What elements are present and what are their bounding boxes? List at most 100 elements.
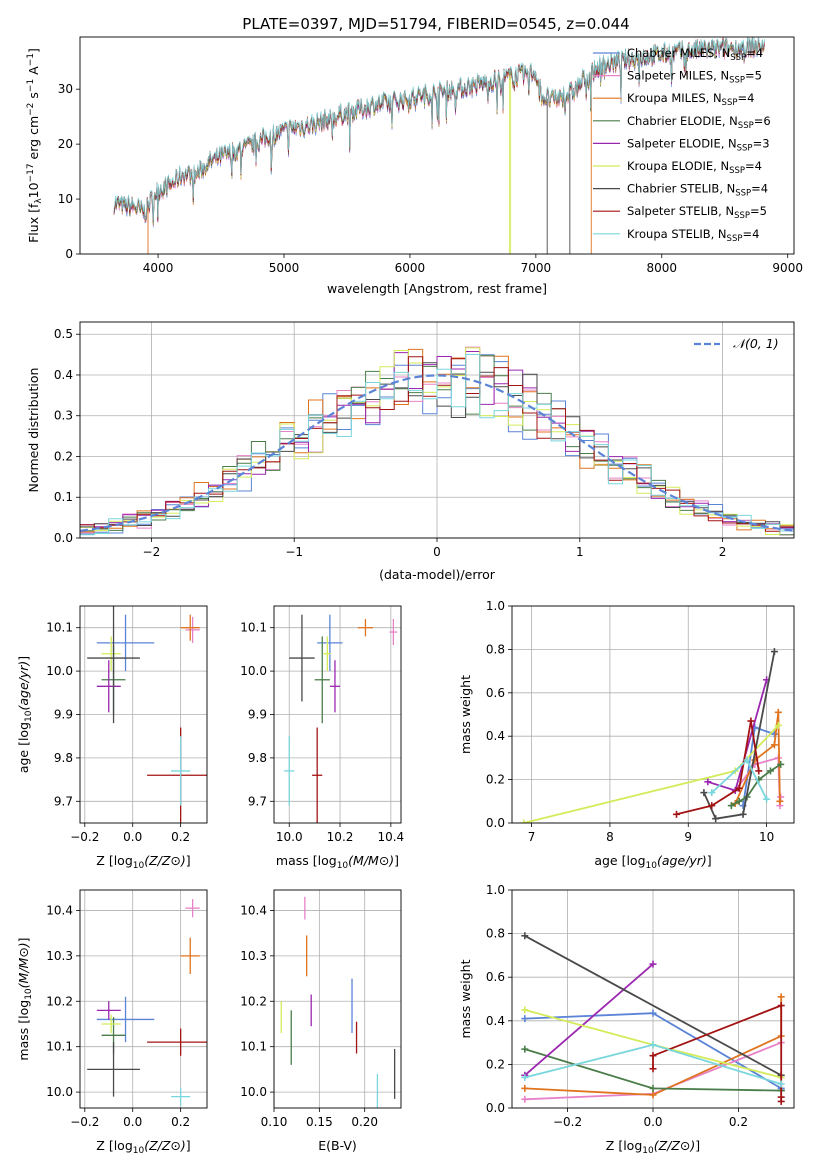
y-tick-label: 10.4 xyxy=(46,903,73,917)
weight-marker-chabrier-elodie xyxy=(767,767,774,775)
plot-area xyxy=(113,37,765,254)
x-tick-label: 9000 xyxy=(772,261,803,275)
y-tick-label: 1.0 xyxy=(486,599,505,613)
axes-frame xyxy=(79,889,208,1109)
x-axis-label: (data-model)/error xyxy=(379,567,496,582)
x-tick-label: 7 xyxy=(528,830,536,844)
x-tick-label: 0.20 xyxy=(351,1115,378,1129)
plot-area xyxy=(280,896,396,1108)
x-tick-label: 1 xyxy=(576,545,584,559)
weight-marker-salpeter-stelib xyxy=(735,784,743,792)
panel-spectrum: 4000 5000 6000 7000 8000 9000 0 10 20 30 wavelengt… xyxy=(26,36,803,296)
y-tick-label: 0.6 xyxy=(486,686,505,700)
axes-frame xyxy=(511,889,795,1109)
x-tick-label: 0.0 xyxy=(123,830,142,844)
x-tick-label: 0.0 xyxy=(123,1115,142,1129)
weight-marker-salpeter-stelib xyxy=(708,802,716,810)
x-tick-label: −1 xyxy=(285,545,303,559)
legend-label-kroupa-stelib: Kroupa STELIB, NSSP=4 xyxy=(627,227,759,244)
y-tick-label: 0.2 xyxy=(486,773,505,787)
weight-marker-kroupa-stelib xyxy=(521,1073,529,1081)
weight-marker-chabrier-elodie xyxy=(521,1045,529,1053)
legend: Chabrier MILES, NSSP=4 Salpeter MILES, NS… xyxy=(593,46,771,244)
x-tick-label: −2 xyxy=(143,545,161,559)
y-tick-label: 9.9 xyxy=(54,708,73,722)
y-tick-label: 0.4 xyxy=(54,368,73,382)
y-tick-label: 0.0 xyxy=(54,531,73,545)
weight-marker-salpeter-stelib xyxy=(755,767,763,775)
plot-area xyxy=(80,346,794,536)
y-axis-label: mass [log10(M/M⊙)] xyxy=(16,937,34,1060)
x-tick-label: 0 xyxy=(433,545,441,559)
weight-marker-kroupa-elodie xyxy=(521,1006,529,1014)
y-tick-label: 10.1 xyxy=(46,621,73,635)
panel-weight_vs_age: 7 8 9 10 0.0 0.2 0.4 0.6 0.8 1.0 age [log10(age/yr… xyxy=(458,599,795,871)
weight-marker-chabrier-miles xyxy=(649,1009,657,1017)
y-axis-label: age [log10(age/yr)] xyxy=(16,656,34,773)
weight-marker-chabrier-stelib xyxy=(521,932,529,940)
weight-line-salpeter-elodie xyxy=(524,963,654,1076)
weight-marker-salpeter-elodie xyxy=(704,778,712,786)
y-tick-label: 0.4 xyxy=(486,729,505,743)
weight-marker-kroupa-stelib xyxy=(743,756,751,764)
weight-marker-kroupa-stelib xyxy=(708,789,716,797)
axes-frame xyxy=(79,605,208,824)
weight-marker-chabrier-elodie xyxy=(727,802,735,810)
x-tick-label: 8000 xyxy=(647,261,678,275)
plot-area xyxy=(284,614,398,823)
panel-age_vs_Z: −0.2 0.0 0.2 9.7 9.8 9.9 10.0 10.1 Z [log10(Z/Z⊙… xyxy=(16,605,208,871)
legend-label-salpeter-stelib: Salpeter STELIB, NSSP=5 xyxy=(627,204,767,221)
panel-mass_vs_Z: −0.2 0.0 0.2 10.0 10.1 10.2 10.3 10.4 Z [log10(Z… xyxy=(16,889,208,1156)
weight-marker-kroupa-stelib xyxy=(649,1041,657,1049)
weight-marker-salpeter-elodie xyxy=(649,960,657,968)
weight-marker-chabrier-elodie xyxy=(777,760,785,768)
x-tick-label: 0.10 xyxy=(261,1115,288,1129)
weight-line-chabrier-stelib xyxy=(524,935,782,1077)
y-tick-label: 0 xyxy=(65,247,73,261)
x-tick-label: 4000 xyxy=(143,261,174,275)
plot-area xyxy=(521,932,785,1105)
y-tick-label: 0.6 xyxy=(486,970,505,984)
plot-area xyxy=(87,606,207,823)
y-tick-label: 9.9 xyxy=(248,708,267,722)
x-tick-label: −0.2 xyxy=(553,1115,582,1129)
y-tick-label: 0.8 xyxy=(486,642,505,656)
x-tick-label: 10.4 xyxy=(377,830,404,844)
x-tick-label: 0.15 xyxy=(306,1115,333,1129)
x-tick-label: 6000 xyxy=(395,261,426,275)
y-tick-label: 9.7 xyxy=(54,794,73,808)
y-tick-label: 0.4 xyxy=(486,1014,505,1028)
legend-label-kroupa-elodie: Kroupa ELODIE, NSSP=4 xyxy=(627,159,762,176)
y-tick-label: 0.3 xyxy=(54,409,73,423)
x-tick-label: 8 xyxy=(606,830,614,844)
x-tick-label: 2 xyxy=(719,545,727,559)
y-tick-label: 20 xyxy=(58,137,73,151)
y-tick-label: 1.0 xyxy=(486,883,505,897)
weight-marker-salpeter-miles xyxy=(521,1095,529,1103)
panel-residuals: −2 −1 0 1 2 0.0 0.1 0.2 0.3 0.4 0.5 𝒩(0, 1) (data-mo… xyxy=(26,321,795,582)
y-tick-label: 10.1 xyxy=(46,1040,73,1054)
legend-label-chabrier-elodie: Chabrier ELODIE, NSSP=6 xyxy=(627,114,771,131)
x-tick-label: 10.2 xyxy=(327,830,354,844)
y-tick-label: 0.8 xyxy=(486,927,505,941)
weight-marker-kroupa-miles xyxy=(774,708,782,716)
y-tick-label: 10.1 xyxy=(240,621,267,635)
y-axis-label: Flux [fλ10−17 erg cm−2 s−1 A−1] xyxy=(26,48,44,243)
y-tick-label: 9.8 xyxy=(54,751,73,765)
x-axis-label: Z [log10(Z/Z⊙)] xyxy=(606,1138,700,1156)
weight-marker-kroupa-miles xyxy=(770,741,778,749)
x-tick-label: 5000 xyxy=(269,261,300,275)
y-tick-label: 10.1 xyxy=(240,1040,267,1054)
weight-marker-salpeter-stelib xyxy=(649,1065,657,1073)
y-tick-label: 10.2 xyxy=(240,994,267,1008)
weight-marker-chabrier-stelib xyxy=(770,648,778,656)
y-axis-label: mass weight xyxy=(458,675,473,754)
y-tick-label: 9.7 xyxy=(248,794,267,808)
x-tick-label: 10 xyxy=(759,830,774,844)
y-tick-label: 0.2 xyxy=(486,1057,505,1071)
y-tick-label: 0.2 xyxy=(54,449,73,463)
y-tick-label: 10.2 xyxy=(46,994,73,1008)
axes-frame xyxy=(511,605,795,824)
y-tick-label: 10.0 xyxy=(240,1085,267,1099)
